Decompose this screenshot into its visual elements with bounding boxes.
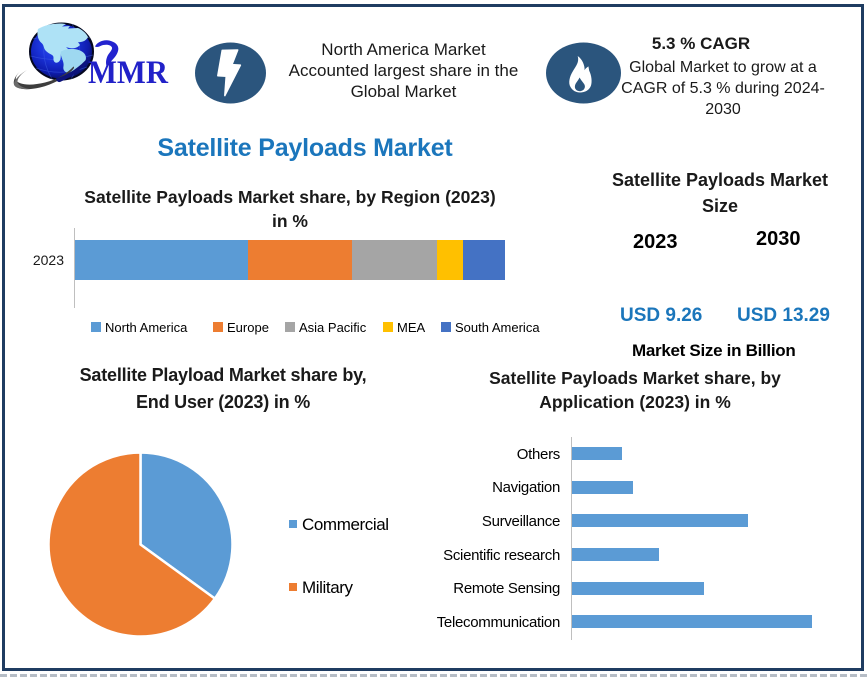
svg-text:MMR: MMR xyxy=(88,55,169,91)
